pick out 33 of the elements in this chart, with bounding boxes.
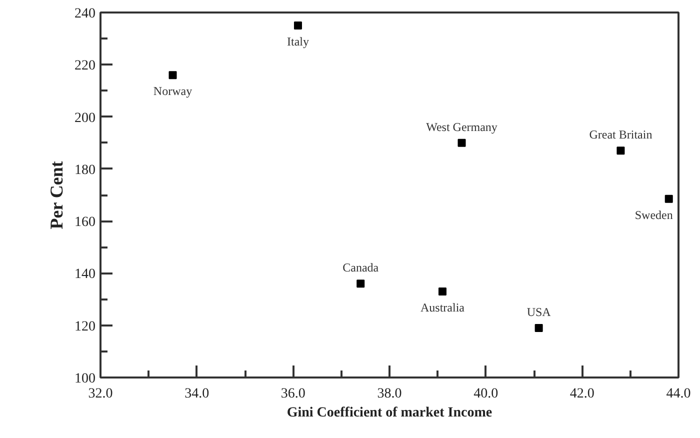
x-axis-title: Gini Coefficient of market Income — [286, 406, 492, 420]
x-tick-label: 38.0 — [377, 386, 402, 402]
y-tick-label: 160 — [74, 215, 96, 230]
annotation: Norway — [153, 84, 192, 98]
x-tick-label: 34.0 — [184, 386, 210, 402]
annotation: Great Britain — [589, 128, 652, 142]
point — [356, 280, 365, 288]
x-tick-label: 42.0 — [570, 386, 594, 402]
y-tick-label: 200 — [74, 110, 96, 126]
y-axis-title: Per Cent — [46, 161, 66, 230]
y-tick-label: 100 — [74, 372, 96, 386]
annotation: Canada — [342, 260, 380, 275]
point — [168, 71, 177, 80]
annotation: USA — [526, 304, 552, 319]
y-tick-label: 120 — [74, 319, 96, 334]
point — [534, 324, 543, 332]
x-tick-label: 40.0 — [474, 386, 498, 402]
y-tick-label: 140 — [74, 267, 96, 282]
point — [294, 22, 302, 30]
annotation: Italy — [286, 34, 309, 49]
x-tick-label: 44.0 — [666, 386, 691, 402]
annotation: West Germany — [426, 120, 498, 134]
annotation: Sweden — [634, 208, 673, 222]
x-tick-label: 36.0 — [280, 386, 306, 402]
annotation: Australia — [420, 300, 466, 314]
point — [458, 138, 466, 147]
y-tick-label: 180 — [74, 162, 96, 178]
point — [616, 146, 625, 155]
y-tick-label: 240 — [74, 6, 96, 22]
point — [664, 194, 673, 203]
x-tick-label: 32.0 — [88, 386, 113, 402]
y-tick-label: 220 — [74, 58, 96, 74]
point — [438, 287, 446, 296]
